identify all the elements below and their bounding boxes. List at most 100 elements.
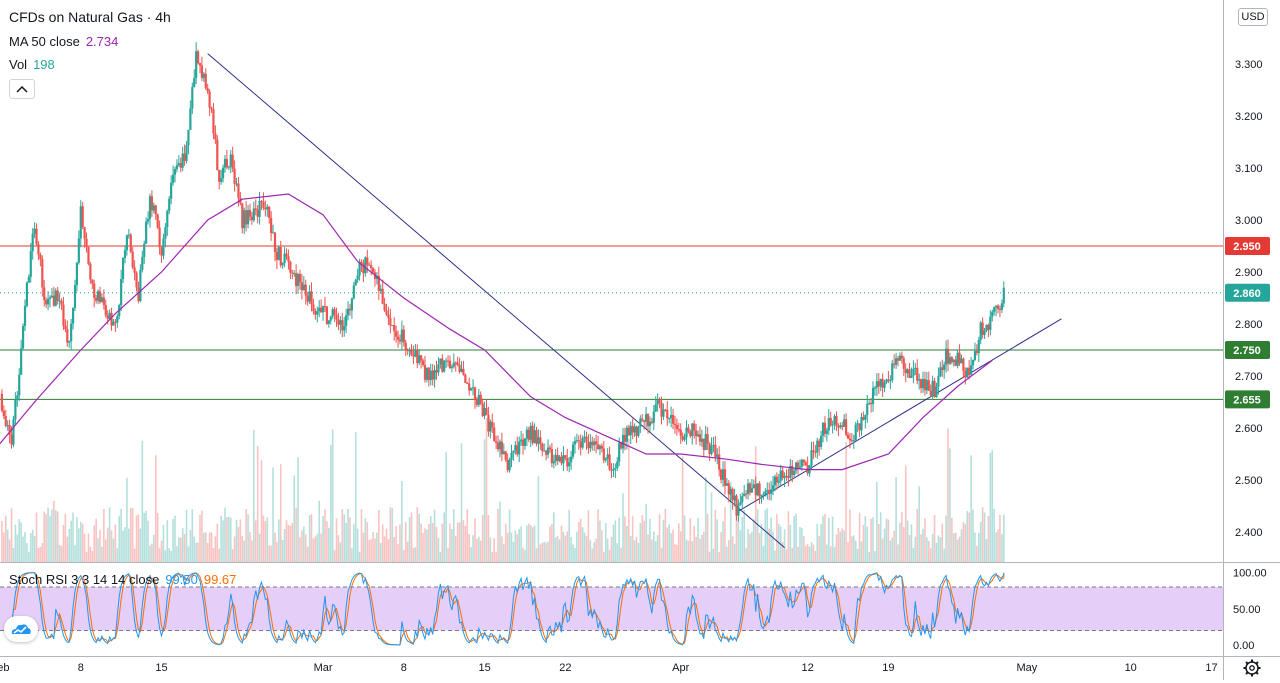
volume-bar (135, 515, 138, 562)
volume-bar (433, 509, 436, 562)
currency-button[interactable]: USD (1238, 8, 1268, 26)
volume-bar (839, 531, 842, 562)
volume-bar (454, 536, 457, 562)
volume-bar (276, 541, 278, 562)
volume-bar (124, 527, 126, 562)
candle-body (271, 232, 275, 234)
volume-bar (843, 530, 845, 562)
candle-body (506, 459, 509, 471)
candle-body (185, 145, 188, 161)
candle-body (81, 206, 84, 228)
candle-body (389, 318, 392, 326)
settings-button[interactable] (1242, 658, 1262, 678)
volume-bar (906, 520, 909, 562)
candle-body (481, 403, 484, 416)
volume-bar (278, 519, 280, 562)
volume-bar (941, 523, 944, 562)
candle-body (796, 462, 800, 468)
candle-body (435, 370, 438, 373)
volume-bar (691, 541, 694, 562)
volume-bar (666, 527, 669, 562)
candle-body (193, 78, 196, 88)
volume-bar (718, 551, 720, 562)
volume-bar (99, 530, 101, 562)
candle-body (918, 379, 921, 381)
candle-body (564, 455, 567, 458)
candle-body (948, 357, 952, 364)
volume-bar (331, 429, 334, 562)
candle-body (679, 429, 682, 436)
volume-bar (564, 535, 567, 562)
volume-bar (131, 508, 134, 562)
candle-body (575, 440, 578, 442)
volume-bar (16, 534, 19, 562)
volume-bar (118, 515, 121, 562)
candle-body (223, 158, 227, 168)
candle-body (746, 483, 750, 495)
candle-body (391, 325, 394, 327)
volume-bar (597, 509, 599, 562)
time-tick-label: 8 (78, 662, 84, 674)
candle-body (277, 247, 280, 260)
volume-bar (493, 538, 495, 562)
volume-bar (214, 536, 217, 562)
candle-body (91, 279, 94, 284)
candle-body (854, 424, 857, 441)
volume-bar (62, 524, 65, 562)
volume-bar (887, 519, 890, 562)
volume-bar (835, 534, 838, 562)
candle-body (485, 408, 488, 415)
candle-body (783, 475, 786, 478)
candle-body (754, 484, 757, 496)
candle-body (79, 206, 82, 239)
candle-body (225, 158, 229, 168)
collapse-legend-button[interactable] (9, 79, 35, 99)
volume-bar (31, 529, 34, 562)
tradingview-logo[interactable] (4, 616, 38, 642)
candle-body (370, 265, 373, 269)
candle-body (787, 476, 790, 478)
volume-bar (268, 545, 271, 562)
volume-bar (570, 537, 572, 562)
volume-bar (147, 520, 149, 562)
volume-bar (56, 511, 59, 562)
candle-body (537, 437, 540, 444)
volume-bar (708, 551, 711, 562)
candle-body (554, 454, 557, 462)
volume-bar (437, 538, 440, 562)
price-tick-label: 2.500 (1235, 475, 1263, 487)
candle-body (618, 442, 621, 462)
volume-bar (762, 545, 765, 562)
candle-body (868, 402, 871, 404)
candle-body (148, 196, 152, 219)
volume-bar (262, 515, 265, 562)
volume-bar (97, 538, 99, 562)
candle-body (489, 421, 492, 432)
candle-body (523, 438, 527, 446)
volume-bar (293, 475, 296, 562)
volume-bar (543, 541, 545, 562)
candle-body (664, 409, 667, 411)
candle-body (696, 434, 700, 437)
candle-body (700, 438, 703, 442)
volume-bar (420, 523, 422, 562)
candle-body (714, 444, 717, 457)
volume-bar (670, 533, 672, 562)
volume-bar (372, 531, 374, 562)
candle-body (566, 457, 569, 467)
volume-bar (128, 528, 130, 562)
volume-bar (370, 539, 372, 562)
volume-bar (231, 549, 234, 562)
volume-bar (849, 509, 851, 562)
volume-bar (431, 522, 434, 562)
candle-body (737, 504, 740, 516)
volume-bar (745, 548, 747, 562)
candle-body (621, 434, 625, 449)
volume-bar (693, 526, 695, 562)
candle-body (587, 442, 590, 449)
volume-bar (410, 512, 413, 562)
volume-bar (474, 518, 476, 562)
volume-bar (108, 507, 111, 562)
candle-body (100, 297, 104, 303)
